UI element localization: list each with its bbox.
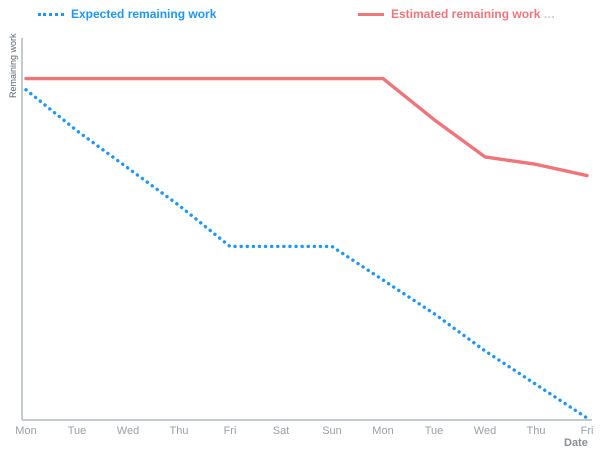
x-tick-label: Thu: [527, 425, 546, 437]
x-tick-label: Tue: [425, 425, 444, 437]
x-tick-label: Sat: [273, 425, 290, 437]
x-tick-label: Sun: [322, 425, 342, 437]
x-tick-label: Thu: [170, 425, 189, 437]
legend-label-estimated-suffix: …: [543, 7, 556, 21]
expected-line-swatch-icon: [38, 12, 64, 16]
legend-label-estimated: Estimated remaining work: [391, 7, 541, 21]
series-line-0: [24, 88, 589, 420]
chart-legend: Expected remaining work Estimated remain…: [0, 6, 600, 26]
x-tick-label: Wed: [117, 425, 139, 437]
legend-item-estimated[interactable]: Estimated remaining work …: [358, 6, 555, 22]
legend-item-expected[interactable]: Expected remaining work: [38, 6, 216, 22]
x-tick-label: Mon: [15, 425, 36, 437]
estimated-line-swatch-icon: [358, 12, 384, 16]
x-axis-label: Date: [564, 437, 588, 449]
x-tick-label: Tue: [68, 425, 87, 437]
x-tick-label: Wed: [474, 425, 496, 437]
x-tick-label: Fri: [224, 425, 237, 437]
legend-label-expected: Expected remaining work: [71, 7, 217, 21]
x-tick-label: Fri: [581, 425, 594, 437]
x-tick-label: Mon: [372, 425, 393, 437]
series-line-1: [24, 76, 589, 178]
